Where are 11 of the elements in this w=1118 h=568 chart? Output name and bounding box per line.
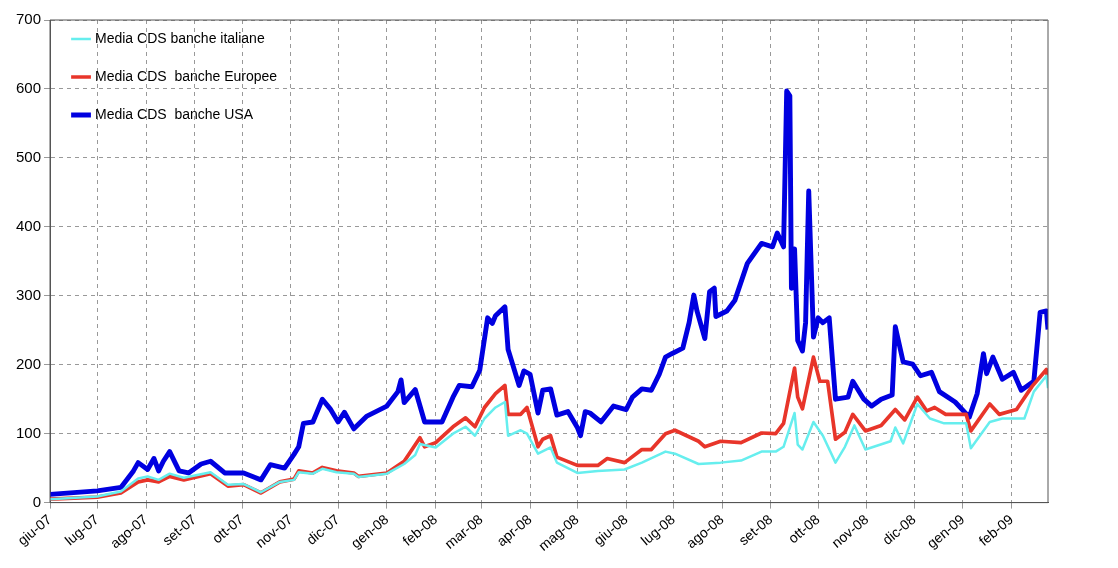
y-tick-label: 200 — [16, 354, 42, 372]
legend-label: Media CDS banche Europee — [95, 67, 278, 84]
legend-label: Media CDS banche USA — [95, 105, 254, 122]
y-tick-label: 0 — [32, 492, 42, 510]
y-tick-label: 400 — [16, 216, 42, 234]
y-tick-label: 100 — [16, 423, 42, 441]
y-tick-label: 600 — [16, 79, 42, 97]
y-tick-label: 700 — [16, 10, 42, 28]
legend-label: Media CDS banche italiane — [95, 29, 265, 46]
y-tick-label: 300 — [16, 285, 42, 303]
y-tick-label: 500 — [16, 148, 42, 166]
